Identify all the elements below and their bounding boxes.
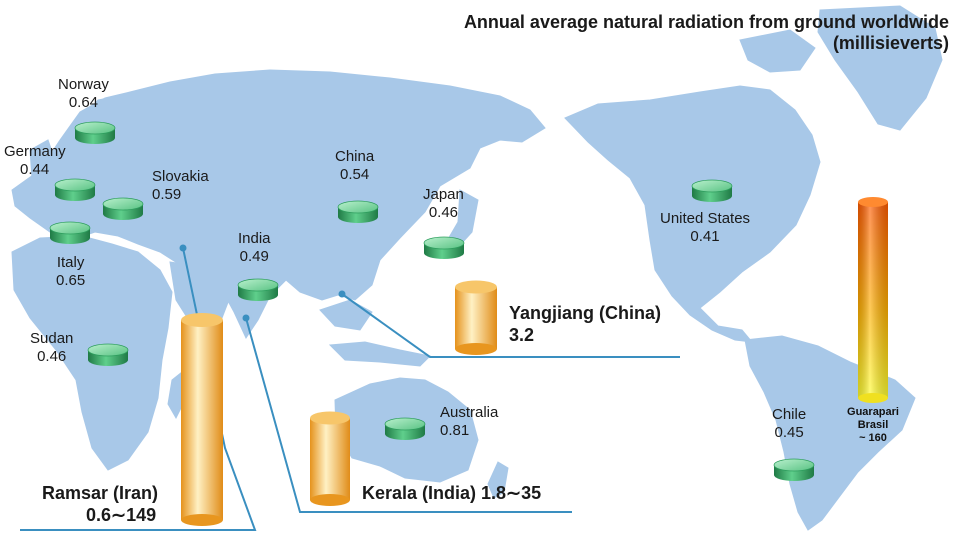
label-australia: Australia 0.81: [440, 404, 499, 439]
disc-india: [237, 278, 279, 301]
label-japan: Japan 0.46: [423, 186, 464, 221]
disc-sudan: [87, 343, 129, 366]
label-ramsar: Ramsar (Iran) 0.6∼149: [42, 483, 159, 525]
disc-japan: [423, 236, 465, 259]
yangjiang-pointer-line: [341, 293, 680, 358]
label-sudan: Sudan 0.46: [30, 330, 74, 365]
label-guarapari: Guarapari Brasil ~ 160: [847, 406, 899, 444]
land-sea-islands: [319, 299, 373, 331]
ramsar-cylinder: [181, 313, 223, 526]
disc-china: [337, 200, 379, 223]
disc-germany: [54, 178, 96, 201]
kerala-pointer-line: [245, 317, 572, 513]
label-india: India 0.49: [238, 230, 271, 265]
label-china: China 0.54: [335, 148, 375, 183]
guarapari-cylinder: [858, 197, 888, 403]
label-italy: Italy 0.65: [56, 254, 86, 289]
land-new-zealand: [487, 461, 509, 499]
land-arctic-islands: [739, 29, 816, 73]
kerala-cylinder: [310, 411, 350, 506]
label-kerala: Kerala (India) 1.8∼35: [362, 483, 542, 503]
disc-slovakia: [102, 197, 144, 220]
disc-italy: [49, 221, 91, 244]
title-line-1: Annual average natural radiation from gr…: [463, 12, 949, 32]
disc-chile: [773, 458, 815, 481]
land-north-america: [564, 85, 821, 343]
land-british-isles: [29, 139, 56, 181]
land-indonesia: [328, 341, 432, 367]
disc-australia: [384, 417, 426, 440]
label-germany: Germany 0.44: [4, 143, 66, 178]
disc-united-states: [691, 179, 733, 202]
label-slovakia: Slovakia 0.59: [152, 168, 209, 203]
ramsar-pointer-dot: [179, 244, 187, 252]
chart-title: Annual average natural radiation from gr…: [464, 12, 949, 54]
radiation-discs: [49, 121, 815, 481]
land-greenland: [817, 5, 943, 131]
label-united-states: United States 0.41: [660, 210, 751, 245]
yangjiang-cylinder: [455, 280, 497, 355]
label-norway: Norway 0.64: [58, 76, 109, 111]
label-chile: Chile 0.45: [772, 406, 807, 441]
land-eurasia: [11, 69, 546, 340]
yangjiang-pointer-dot: [338, 290, 346, 298]
disc-norway: [74, 121, 116, 144]
kerala-pointer-dot: [242, 314, 250, 322]
label-yangjiang: Yangjiang (China) 3.2: [509, 303, 662, 345]
title-line-2: (millisieverts): [832, 33, 949, 53]
